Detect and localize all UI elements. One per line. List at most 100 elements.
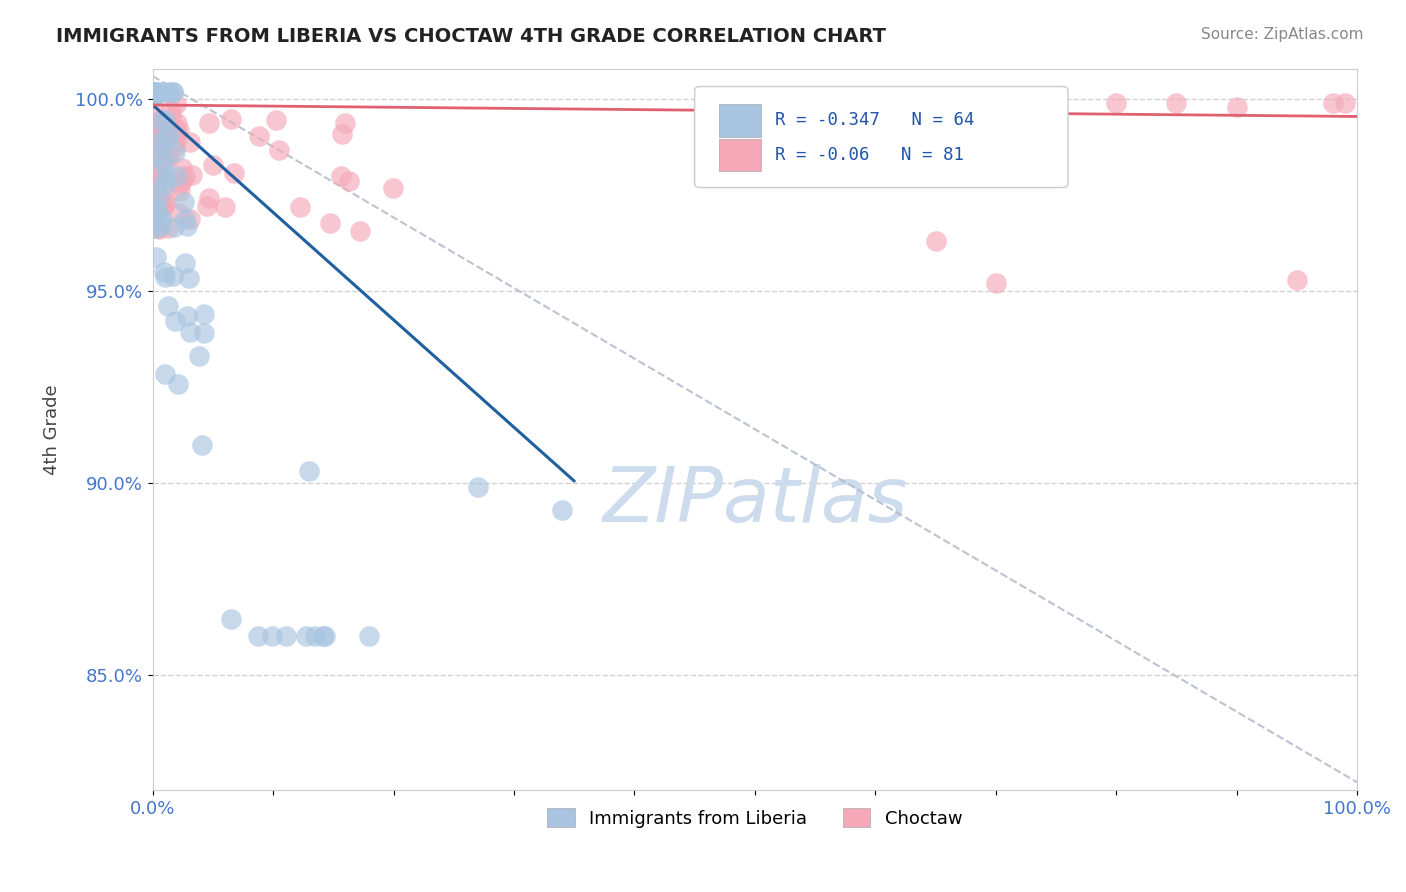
- Bar: [718, 104, 761, 136]
- Point: [984, 277, 1007, 291]
- Point: [156, 299, 179, 313]
- Point: [145, 202, 167, 217]
- Point: [148, 85, 170, 99]
- Point: [198, 191, 221, 205]
- Point: [165, 134, 187, 148]
- Point: [167, 178, 190, 193]
- Point: [149, 219, 172, 233]
- Point: [193, 326, 215, 340]
- Point: [188, 349, 211, 363]
- Point: [157, 130, 180, 145]
- Point: [381, 181, 404, 195]
- Point: [333, 116, 356, 130]
- Point: [163, 220, 186, 235]
- Point: [142, 128, 165, 143]
- Point: [143, 88, 166, 103]
- Point: [191, 438, 214, 452]
- Point: [304, 629, 326, 643]
- Point: [165, 313, 187, 327]
- Point: [174, 256, 197, 270]
- Point: [264, 112, 287, 127]
- Point: [146, 149, 169, 163]
- Point: [148, 192, 170, 206]
- Point: [330, 127, 353, 141]
- Point: [804, 96, 827, 111]
- Point: [180, 168, 202, 182]
- Point: [152, 85, 174, 99]
- Point: [145, 177, 167, 191]
- Point: [166, 116, 188, 130]
- Point: [153, 194, 176, 209]
- Point: [176, 310, 198, 324]
- Point: [145, 135, 167, 149]
- Point: [143, 85, 166, 99]
- Point: [155, 177, 177, 191]
- Point: [152, 137, 174, 152]
- Point: [167, 123, 190, 137]
- Point: [311, 629, 333, 643]
- Point: [247, 629, 270, 643]
- Point: [174, 169, 197, 184]
- Point: [146, 115, 169, 129]
- Point: [155, 367, 177, 381]
- Point: [165, 145, 187, 159]
- Point: [143, 195, 166, 210]
- Bar: [718, 139, 761, 171]
- Point: [153, 135, 176, 149]
- Point: [162, 85, 184, 99]
- Point: [214, 200, 236, 214]
- Point: [179, 326, 201, 340]
- Point: [149, 195, 172, 210]
- Point: [195, 199, 218, 213]
- Point: [163, 140, 186, 154]
- Point: [166, 169, 188, 183]
- Point: [865, 112, 887, 126]
- Point: [156, 221, 179, 235]
- Point: [359, 629, 381, 643]
- Point: [162, 85, 184, 99]
- Y-axis label: 4th Grade: 4th Grade: [44, 384, 60, 475]
- Point: [551, 503, 574, 517]
- Point: [267, 143, 290, 157]
- Point: [157, 149, 180, 163]
- Point: [152, 157, 174, 171]
- Point: [145, 202, 167, 217]
- Point: [155, 170, 177, 185]
- Text: R = -0.347   N = 64: R = -0.347 N = 64: [775, 112, 974, 129]
- Point: [193, 308, 215, 322]
- Point: [1166, 96, 1188, 111]
- Point: [148, 162, 170, 177]
- Point: [149, 114, 172, 128]
- Point: [179, 212, 201, 227]
- Point: [156, 175, 179, 189]
- Point: [155, 194, 177, 209]
- Point: [149, 189, 172, 203]
- Point: [142, 85, 165, 99]
- Point: [146, 113, 169, 128]
- Point: [924, 234, 946, 248]
- Point: [143, 221, 166, 235]
- Point: [146, 174, 169, 188]
- FancyBboxPatch shape: [695, 87, 1069, 187]
- Point: [145, 250, 167, 264]
- Point: [152, 200, 174, 214]
- Point: [294, 629, 316, 643]
- Point: [150, 213, 173, 227]
- Point: [219, 112, 242, 127]
- Point: [152, 199, 174, 213]
- Point: [330, 169, 353, 184]
- Point: [170, 174, 193, 188]
- Point: [150, 211, 173, 226]
- Text: R = -0.06   N = 81: R = -0.06 N = 81: [775, 146, 965, 164]
- Point: [1334, 96, 1357, 111]
- Point: [1045, 103, 1067, 118]
- Text: Source: ZipAtlas.com: Source: ZipAtlas.com: [1201, 27, 1364, 42]
- Point: [142, 126, 165, 140]
- Point: [142, 209, 165, 223]
- Point: [247, 129, 270, 144]
- Point: [319, 216, 342, 230]
- Point: [142, 210, 165, 224]
- Point: [198, 116, 221, 130]
- Point: [314, 629, 336, 643]
- Point: [1105, 96, 1128, 111]
